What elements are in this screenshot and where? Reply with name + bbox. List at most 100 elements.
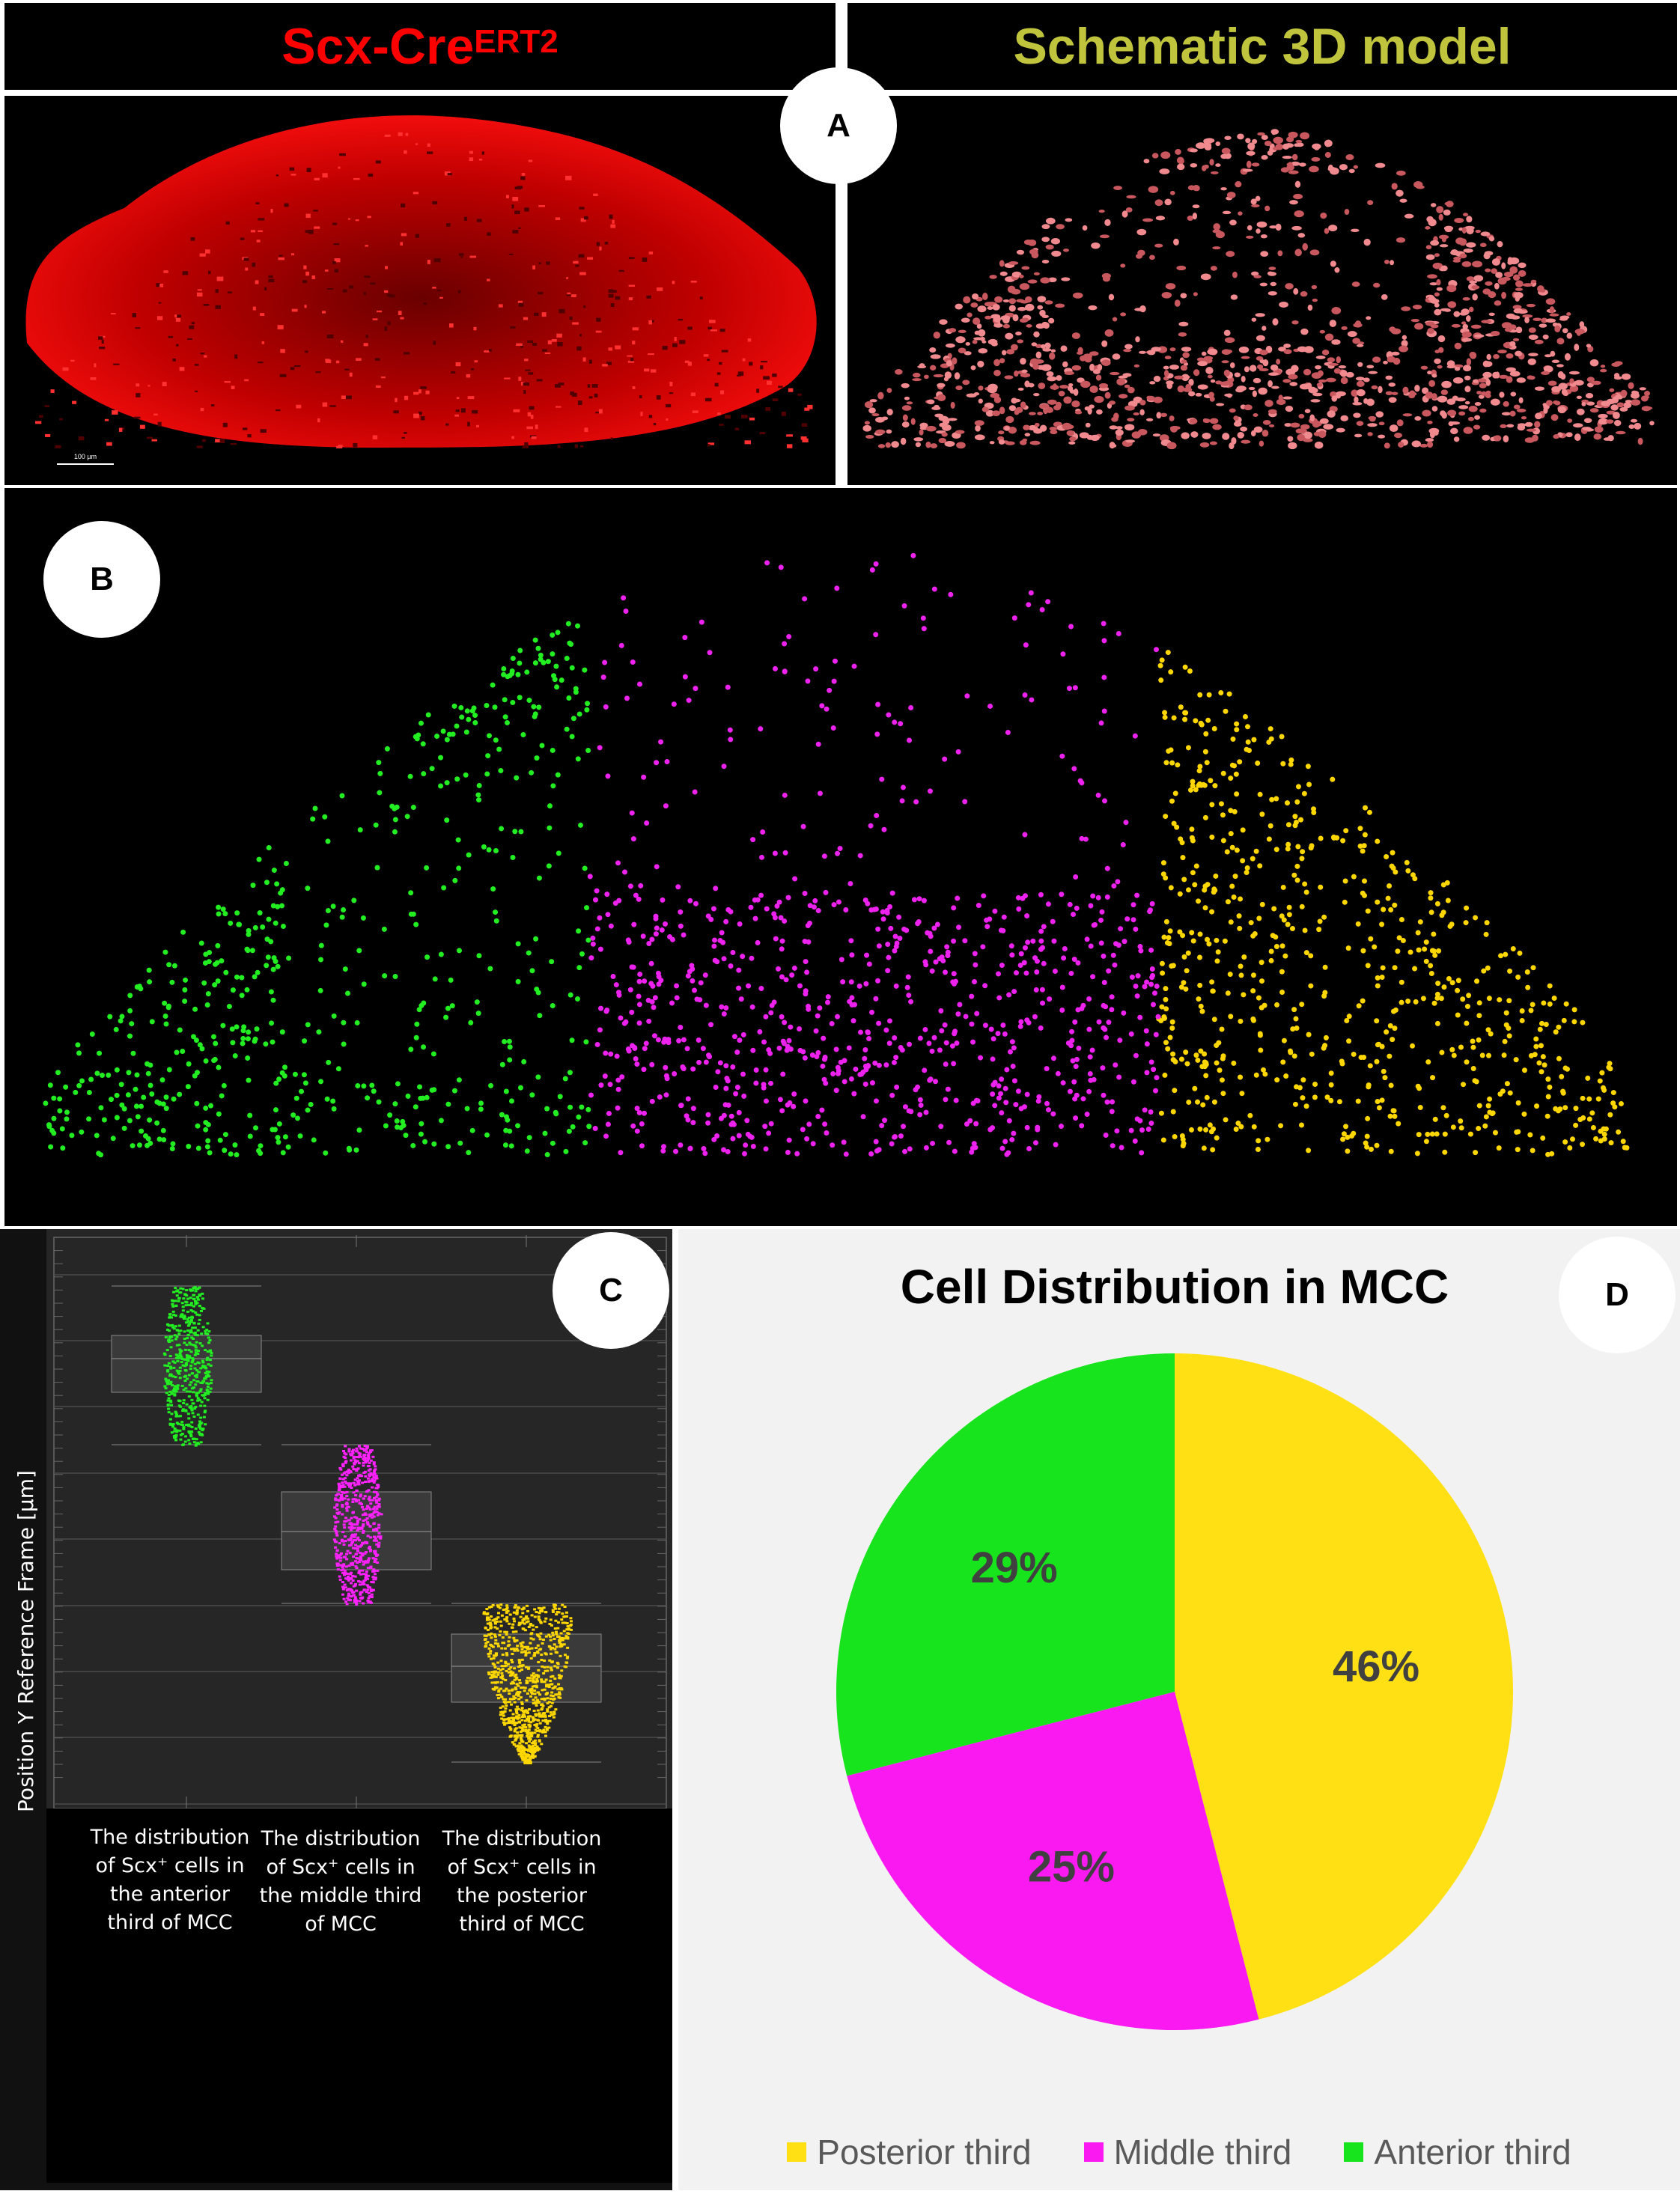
cell-point-middle bbox=[836, 1071, 841, 1076]
signal-speck bbox=[421, 416, 425, 420]
data-point bbox=[335, 1535, 338, 1537]
model-cell bbox=[1340, 415, 1348, 421]
cell-point-middle bbox=[990, 1056, 996, 1061]
signal-speck bbox=[596, 317, 600, 321]
cell-point-posterior bbox=[1251, 972, 1256, 978]
cell-point-anterior bbox=[258, 910, 263, 915]
model-cell bbox=[1282, 396, 1292, 399]
data-point bbox=[167, 1379, 170, 1381]
model-cell bbox=[1222, 349, 1232, 355]
data-point bbox=[354, 1494, 357, 1496]
cell-point-middle bbox=[717, 938, 722, 943]
cell-point-anterior bbox=[377, 771, 383, 776]
cell-point-middle bbox=[1003, 1100, 1008, 1105]
model-cell bbox=[1164, 198, 1171, 205]
model-cell bbox=[1288, 132, 1298, 138]
model-cell bbox=[1419, 444, 1428, 448]
signal-speck bbox=[434, 258, 441, 262]
signal-speck bbox=[244, 380, 249, 382]
cell-point-posterior bbox=[1482, 1124, 1488, 1129]
cell-point-posterior bbox=[1169, 885, 1174, 890]
cell-point-posterior bbox=[1198, 1049, 1203, 1054]
cell-point-middle bbox=[804, 1136, 809, 1142]
cell-point-middle bbox=[964, 1014, 969, 1019]
cell-point-anterior bbox=[118, 1018, 124, 1023]
cell-point-middle bbox=[1101, 674, 1107, 680]
cell-point-anterior bbox=[90, 1032, 95, 1037]
model-cell bbox=[1202, 352, 1207, 356]
signal-speck bbox=[556, 334, 562, 338]
data-point bbox=[353, 1523, 356, 1526]
signal-speck bbox=[94, 363, 96, 367]
cell-point-posterior bbox=[1229, 919, 1234, 924]
model-cell bbox=[1249, 387, 1256, 390]
model-cell bbox=[992, 304, 999, 311]
data-point bbox=[344, 1600, 347, 1603]
data-point bbox=[374, 1573, 377, 1575]
signal-speck bbox=[456, 362, 461, 366]
cell-point-posterior bbox=[1163, 760, 1169, 765]
cell-point-anterior bbox=[586, 1124, 591, 1129]
data-point bbox=[163, 1353, 166, 1356]
cell-point-anterior bbox=[126, 1092, 131, 1097]
model-cell bbox=[994, 296, 1002, 303]
cell-point-middle bbox=[946, 1087, 951, 1092]
data-point bbox=[167, 1339, 170, 1341]
cell-point-anterior bbox=[281, 1150, 286, 1155]
cell-point-middle bbox=[723, 1005, 728, 1011]
cell-point-middle bbox=[1102, 798, 1107, 803]
cell-point-middle bbox=[685, 1046, 690, 1051]
cell-point-posterior bbox=[1304, 889, 1309, 895]
model-cell bbox=[1509, 341, 1515, 347]
signal-speck bbox=[195, 391, 198, 392]
cell-point-middle bbox=[622, 1021, 627, 1026]
cell-point-anterior bbox=[263, 1041, 268, 1046]
model-cell bbox=[1116, 429, 1124, 436]
model-cell bbox=[1243, 169, 1253, 172]
signal-speck bbox=[395, 398, 397, 403]
cell-point-middle bbox=[865, 1064, 871, 1069]
model-cell bbox=[1393, 358, 1401, 365]
data-point bbox=[192, 1310, 195, 1312]
cell-point-anterior bbox=[502, 697, 508, 702]
data-point bbox=[351, 1501, 354, 1503]
model-cell bbox=[1178, 332, 1187, 337]
cell-point-middle bbox=[1114, 1128, 1119, 1133]
cell-point-posterior bbox=[1440, 1105, 1446, 1110]
cell-point-anterior bbox=[281, 924, 286, 929]
cell-point-anterior bbox=[221, 906, 226, 912]
data-point bbox=[348, 1523, 351, 1525]
cell-point-middle bbox=[622, 870, 627, 875]
cell-point-posterior bbox=[1442, 1150, 1447, 1155]
signal-speck bbox=[469, 151, 473, 154]
model-cell bbox=[1046, 371, 1053, 377]
cell-point-posterior bbox=[1239, 1091, 1244, 1096]
cell-point-middle bbox=[1100, 1065, 1105, 1070]
cell-point-anterior bbox=[60, 1145, 65, 1151]
signal-speck bbox=[258, 218, 264, 220]
cell-point-anterior bbox=[63, 1085, 68, 1090]
signal-speck bbox=[427, 260, 430, 264]
data-point bbox=[171, 1431, 174, 1433]
data-point bbox=[198, 1399, 201, 1401]
signal-speck bbox=[353, 443, 357, 447]
model-cell bbox=[1431, 393, 1437, 400]
model-cell bbox=[1020, 401, 1026, 408]
cell-point-middle bbox=[627, 1048, 632, 1053]
cell-point-anterior bbox=[493, 737, 499, 743]
model-cell bbox=[1454, 436, 1460, 442]
model-cell bbox=[1466, 315, 1471, 322]
data-point bbox=[168, 1411, 171, 1413]
data-point bbox=[188, 1442, 191, 1445]
model-cell bbox=[1476, 230, 1482, 233]
model-cell bbox=[1404, 214, 1414, 219]
data-point bbox=[182, 1305, 185, 1308]
cell-point-posterior bbox=[1309, 1052, 1315, 1057]
cell-point-posterior bbox=[1375, 838, 1380, 844]
cell-point-posterior bbox=[1203, 749, 1208, 755]
cell-point-posterior bbox=[1220, 1091, 1226, 1096]
cell-point-middle bbox=[773, 666, 778, 671]
model-cell bbox=[1288, 442, 1297, 449]
cell-point-middle bbox=[690, 1067, 696, 1072]
cell-point-posterior bbox=[1186, 887, 1191, 892]
